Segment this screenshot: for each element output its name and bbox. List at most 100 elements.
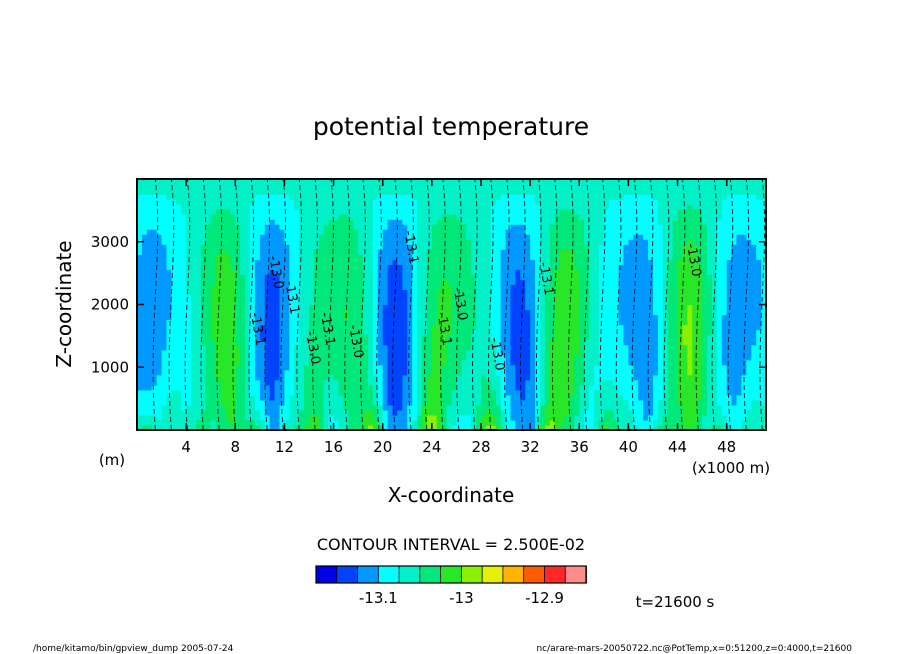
field-cell: [417, 259, 423, 265]
field-cell: [141, 289, 148, 296]
field-cell: [594, 354, 600, 361]
field-cell: [367, 394, 374, 401]
field-cell: [146, 254, 153, 260]
field-cell: [426, 369, 433, 376]
field-cell: [372, 339, 379, 346]
field-cell: [535, 339, 541, 346]
field-cell: [598, 259, 605, 265]
field-cell: [451, 394, 458, 401]
field-cell: [559, 349, 566, 356]
field-cell: [264, 229, 271, 235]
field-cell: [176, 199, 182, 205]
field-cell: [515, 269, 521, 275]
field-cell: [240, 379, 246, 386]
field-cell: [412, 194, 418, 200]
field-cell: [397, 369, 403, 376]
field-cell: [603, 379, 610, 386]
field-cell: [259, 314, 266, 321]
field-cell: [338, 339, 344, 346]
field-cell: [284, 424, 290, 430]
field-cell: [490, 329, 497, 336]
field-cell: [191, 294, 197, 301]
field-cell: [161, 204, 168, 210]
field-cell: [176, 234, 182, 240]
field-cell: [456, 414, 462, 421]
field-cell: [495, 389, 502, 396]
field-cell: [598, 264, 605, 270]
field-cell: [446, 404, 453, 411]
field-cell: [436, 184, 443, 190]
field-cell: [559, 249, 566, 255]
field-cell: [466, 364, 472, 371]
field-cell: [166, 254, 172, 260]
field-cell: [333, 259, 340, 265]
field-cell: [594, 204, 600, 210]
field-cell: [549, 284, 556, 291]
field-cell: [500, 424, 507, 430]
field-cell: [176, 314, 182, 321]
field-cell: [230, 404, 236, 411]
field-cell: [446, 344, 453, 351]
field-cell: [215, 359, 222, 366]
field-cell: [299, 269, 305, 275]
field-cell: [225, 349, 231, 356]
field-cell: [205, 294, 212, 301]
field-cell: [353, 189, 359, 195]
field-cell: [500, 359, 507, 366]
field-cell: [323, 244, 330, 250]
field-cell: [613, 229, 620, 235]
field-cell: [598, 394, 605, 401]
field-cell: [269, 179, 276, 185]
field-cell: [205, 399, 212, 406]
field-cell: [471, 349, 477, 356]
field-cell: [549, 194, 556, 200]
field-cell: [161, 239, 168, 245]
field-cell: [235, 239, 241, 245]
field-cell: [264, 354, 271, 361]
field-cell: [274, 274, 281, 280]
field-cell: [544, 304, 551, 311]
field-cell: [151, 379, 158, 386]
field-cell: [525, 189, 531, 195]
field-cell: [598, 234, 605, 240]
field-cell: [215, 344, 222, 351]
field-cell: [544, 184, 551, 190]
field-cell: [195, 229, 202, 235]
field-cell: [353, 399, 359, 406]
field-cell: [328, 324, 335, 331]
field-cell: [544, 369, 551, 376]
field-cell: [594, 299, 600, 306]
field-cell: [181, 409, 187, 416]
field-cell: [338, 424, 344, 430]
field-cell: [544, 279, 551, 286]
field-cell: [579, 234, 585, 240]
field-cell: [505, 244, 512, 250]
field-cell: [156, 364, 163, 371]
field-cell: [598, 389, 605, 396]
field-cell: [476, 249, 482, 255]
field-cell: [220, 364, 227, 371]
field-cell: [358, 314, 364, 321]
field-cell: [480, 374, 487, 381]
field-cell: [397, 264, 403, 270]
field-cell: [461, 179, 467, 185]
field-cell: [141, 359, 148, 366]
field-cell: [574, 289, 580, 296]
field-cell: [603, 409, 610, 416]
field-cell: [515, 399, 521, 406]
field-cell: [328, 244, 335, 250]
field-cell: [279, 294, 286, 301]
field-cell: [544, 339, 551, 346]
field-cell: [564, 189, 571, 195]
field-cell: [195, 189, 202, 195]
field-cell: [466, 224, 472, 230]
field-cell: [205, 334, 212, 341]
field-cell: [407, 254, 413, 260]
field-cell: [299, 344, 305, 351]
field-cell: [137, 279, 143, 286]
field-cell: [245, 299, 251, 306]
field-cell: [569, 204, 575, 210]
field-cell: [338, 229, 344, 235]
field-cell: [215, 194, 222, 200]
field-cell: [530, 264, 536, 270]
